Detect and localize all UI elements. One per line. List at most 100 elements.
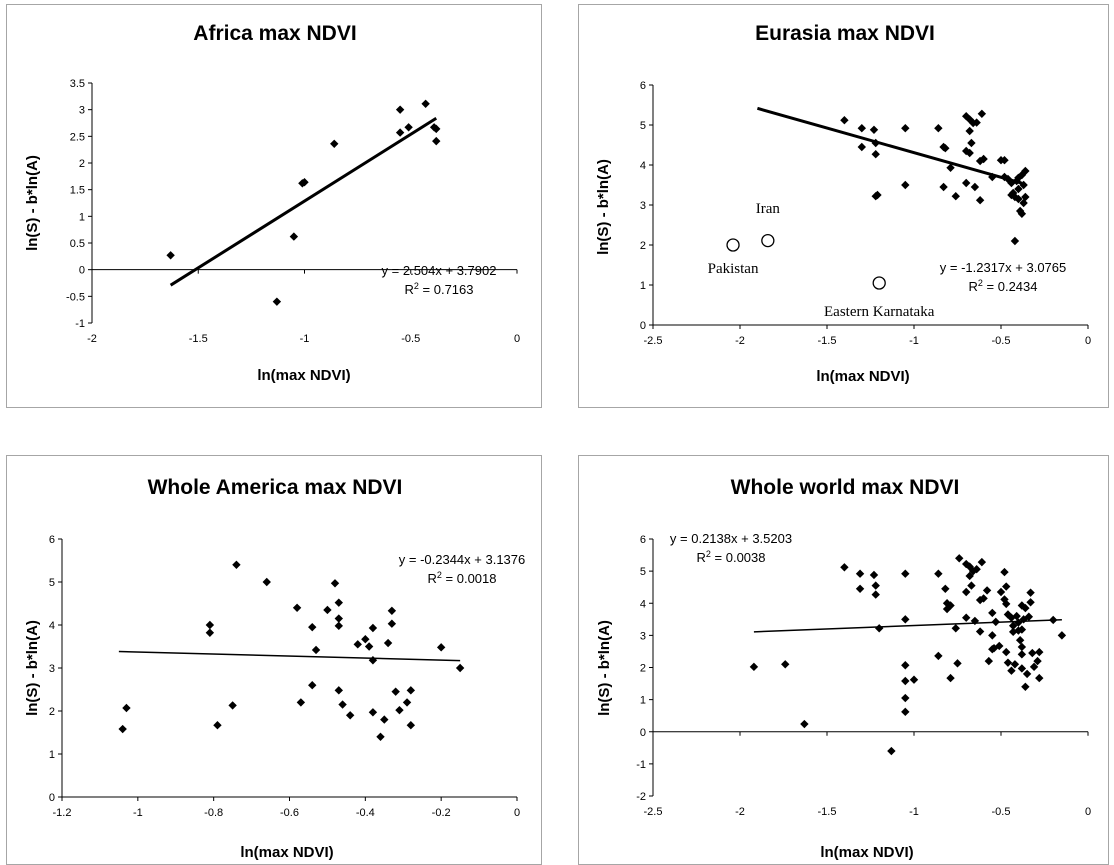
data-point bbox=[855, 584, 865, 593]
data-point bbox=[901, 615, 910, 624]
y-tick-label: 4 bbox=[640, 598, 646, 610]
trendline-equation: y = 0.2138x + 3.5203 bbox=[670, 531, 792, 546]
data-point bbox=[262, 577, 271, 587]
y-tick-label: 2 bbox=[640, 663, 646, 675]
whole-america-chart: Whole America max NDVI 0 1 2 3 4 5 6 -1.2 -1 -0.8… bbox=[24, 476, 525, 861]
data-point bbox=[1049, 615, 1058, 625]
y-tick-label: 3 bbox=[79, 105, 85, 117]
data-point bbox=[988, 608, 997, 618]
x-tick-label: 0 bbox=[514, 807, 520, 819]
data-point bbox=[1002, 582, 1011, 591]
trendline bbox=[756, 106, 1023, 185]
data-point bbox=[901, 569, 910, 578]
data-point bbox=[311, 645, 321, 655]
data-point bbox=[965, 148, 974, 158]
y-tick-label: 5 bbox=[640, 566, 646, 578]
data-point bbox=[1000, 156, 1009, 165]
data-point bbox=[323, 605, 332, 615]
x-tick-label: 0 bbox=[1085, 335, 1091, 347]
data-point bbox=[1035, 673, 1044, 683]
data-point bbox=[1007, 178, 1016, 188]
r-squared-label: R2 = 0.2434 bbox=[969, 278, 1038, 294]
data-point bbox=[965, 126, 974, 136]
data-point bbox=[345, 711, 355, 720]
data-point bbox=[334, 686, 343, 695]
x-tick-label: -1.5 bbox=[189, 333, 208, 345]
data-point bbox=[955, 554, 964, 563]
trendline-equation: y = -1.2317x + 3.0765 bbox=[940, 260, 1066, 275]
data-point bbox=[1019, 180, 1028, 190]
y-tick-label: 3.5 bbox=[70, 78, 85, 90]
data-point bbox=[977, 557, 987, 567]
data-point bbox=[1017, 209, 1027, 218]
data-point bbox=[436, 643, 446, 652]
y-tick-label: 6 bbox=[640, 80, 646, 92]
y-tick-label: -0.5 bbox=[66, 291, 85, 303]
data-point bbox=[387, 606, 397, 616]
data-point bbox=[455, 663, 465, 673]
data-point bbox=[232, 560, 241, 569]
data-point bbox=[977, 109, 987, 118]
data-point bbox=[982, 586, 992, 595]
data-point bbox=[1026, 588, 1035, 597]
data-point bbox=[962, 559, 971, 569]
y-tick-label: 1.5 bbox=[70, 185, 85, 197]
data-point bbox=[1026, 598, 1035, 607]
chart-title: Whole America max NDVI bbox=[148, 476, 403, 499]
data-point bbox=[402, 698, 412, 707]
data-point bbox=[353, 640, 362, 649]
y-tick-label: 1 bbox=[49, 749, 55, 761]
data-point bbox=[934, 124, 943, 133]
data-point bbox=[857, 124, 866, 133]
data-point bbox=[972, 118, 981, 127]
data-point bbox=[840, 563, 849, 572]
data-point bbox=[432, 124, 441, 134]
data-point bbox=[395, 105, 405, 114]
data-point bbox=[962, 178, 971, 188]
data-point bbox=[996, 587, 1006, 597]
x-axis-title: ln(max NDVI) bbox=[820, 844, 913, 861]
data-point bbox=[205, 620, 215, 630]
data-point bbox=[330, 579, 340, 588]
data-point bbox=[970, 182, 980, 192]
data-point bbox=[1021, 682, 1030, 691]
data-point bbox=[901, 707, 910, 717]
whole-america-plot-area: 0 1 2 3 4 5 6 -1.2 -1 -0.8 -0.6 -0.4 -0.2 0 y = -0.234… bbox=[49, 534, 525, 819]
data-point bbox=[988, 172, 997, 182]
data-point bbox=[1019, 615, 1028, 624]
data-point bbox=[962, 587, 971, 597]
data-point bbox=[421, 99, 430, 108]
data-point bbox=[387, 619, 397, 628]
y-tick-label: 2 bbox=[49, 706, 55, 718]
data-point bbox=[951, 192, 960, 201]
data-point bbox=[432, 136, 441, 146]
data-point bbox=[1000, 567, 1009, 577]
data-point bbox=[871, 581, 880, 590]
x-tick-label: -0.6 bbox=[280, 807, 299, 819]
data-point bbox=[1021, 192, 1030, 202]
data-point bbox=[364, 642, 374, 651]
chart-panel-africa: Africa max NDVI -1 -0.5 0 0.5 1 1.5 2 2.5 3 3.5 -2… bbox=[6, 4, 542, 408]
y-axis-title: ln(S) - b*ln(A) bbox=[24, 155, 41, 251]
data-point bbox=[972, 564, 981, 574]
chart-title: Eurasia max NDVI bbox=[755, 22, 935, 45]
y-tick-label: 2 bbox=[640, 240, 646, 252]
y-tick-label: 2 bbox=[79, 158, 85, 170]
chart-panel-whole-america: Whole America max NDVI 0 1 2 3 4 5 6 -1.2 -1 -0.8… bbox=[6, 455, 542, 865]
y-tick-label: 5 bbox=[640, 120, 646, 132]
data-point bbox=[406, 720, 416, 730]
data-point bbox=[988, 631, 997, 640]
data-point bbox=[1010, 236, 1020, 246]
data-point bbox=[901, 124, 910, 133]
data-point bbox=[1035, 647, 1044, 657]
data-point bbox=[308, 622, 317, 632]
data-point bbox=[967, 581, 976, 590]
x-tick-label: -1 bbox=[300, 333, 310, 345]
data-point bbox=[334, 614, 343, 623]
x-tick-label: -1.5 bbox=[818, 335, 837, 347]
data-point bbox=[855, 569, 865, 578]
y-tick-label: 4 bbox=[640, 160, 646, 172]
data-point bbox=[228, 701, 237, 710]
data-point bbox=[376, 732, 385, 741]
data-point-circle bbox=[872, 276, 886, 290]
